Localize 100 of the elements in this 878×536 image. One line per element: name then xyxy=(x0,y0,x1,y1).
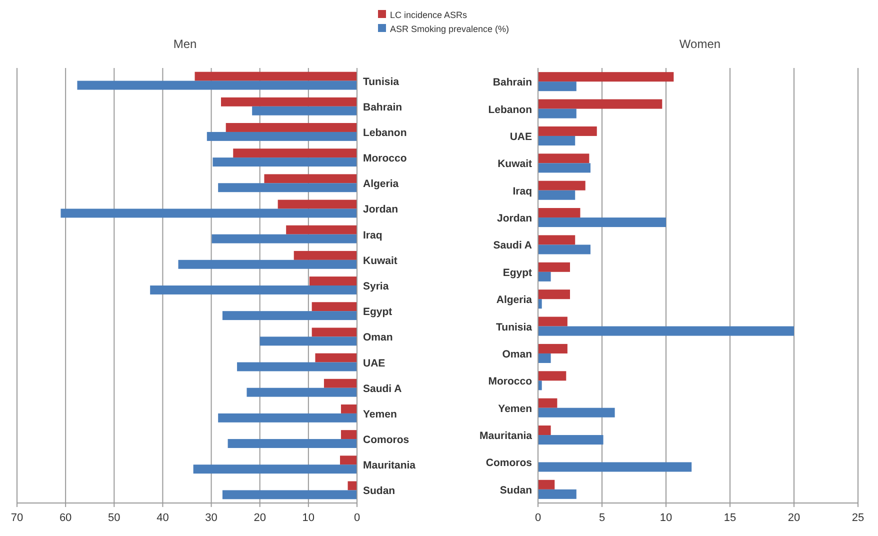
y-tick-label: Tunisia xyxy=(363,76,400,88)
bar xyxy=(226,123,357,132)
bar xyxy=(221,97,357,106)
y-tick-label: Yemen xyxy=(498,402,532,415)
bar xyxy=(538,299,542,309)
y-tick-label: Iraq xyxy=(512,185,532,198)
bar xyxy=(538,163,590,173)
bar xyxy=(538,190,576,200)
x-tick-label: 70 xyxy=(10,512,24,524)
bar xyxy=(538,380,542,390)
bar xyxy=(324,378,357,388)
bar xyxy=(340,404,357,414)
bar xyxy=(538,262,570,272)
y-tick-label: Mauritania xyxy=(363,460,416,472)
bar xyxy=(538,208,580,218)
y-tick-label: UAE xyxy=(363,357,386,370)
bar xyxy=(340,456,357,465)
bar xyxy=(252,106,357,116)
bar xyxy=(178,260,357,269)
y-tick-label: Lebanon xyxy=(488,104,532,116)
x-tick-label: 10 xyxy=(302,512,315,524)
bar xyxy=(538,489,576,499)
x-tick-label: 0 xyxy=(534,512,542,524)
bar xyxy=(538,99,662,109)
bar xyxy=(340,430,357,440)
bar xyxy=(538,136,576,146)
x-tick-label: 40 xyxy=(156,512,169,524)
y-tick-label: Jordan xyxy=(496,212,532,225)
bar xyxy=(286,225,357,234)
bar xyxy=(538,353,551,363)
y-tick-label: Egypt xyxy=(502,266,532,279)
bar xyxy=(222,311,357,320)
y-tick-label: Lebanon xyxy=(363,126,407,139)
bar xyxy=(315,353,357,362)
y-tick-label: Jordan xyxy=(363,204,398,216)
y-tick-label: Morocco xyxy=(488,376,532,388)
bar xyxy=(538,480,555,490)
bar xyxy=(538,344,568,354)
y-tick-label: Algeria xyxy=(496,294,532,306)
bar xyxy=(538,462,692,472)
bar xyxy=(538,435,604,445)
y-tick-label: Saudi A xyxy=(493,240,532,252)
bar xyxy=(264,174,357,184)
bar xyxy=(228,439,357,448)
bar xyxy=(218,183,357,192)
bar xyxy=(538,82,576,92)
bar xyxy=(312,302,357,312)
y-tick-label: Sudan xyxy=(500,484,532,496)
bar xyxy=(538,180,586,190)
x-tick-label: 10 xyxy=(660,512,672,524)
x-tick-label: 25 xyxy=(852,512,864,524)
y-tick-label: Yemen xyxy=(363,408,397,420)
y-tick-label: Algeria xyxy=(363,178,399,190)
bar xyxy=(538,126,597,136)
bar xyxy=(294,250,357,260)
bar xyxy=(538,408,615,418)
bar xyxy=(237,362,357,372)
bar xyxy=(206,132,357,141)
x-tick-label: 5 xyxy=(598,512,606,524)
bar xyxy=(193,464,357,474)
bar xyxy=(538,244,590,254)
bar xyxy=(538,72,674,82)
y-tick-label: Kuwait xyxy=(498,158,532,170)
chart-title: Women xyxy=(679,37,721,51)
bar xyxy=(538,371,566,381)
bar xyxy=(538,272,551,282)
bar xyxy=(260,336,357,346)
y-tick-label: Kuwait xyxy=(363,254,398,267)
y-tick-label: Egypt xyxy=(363,306,393,318)
x-tick-label: 20 xyxy=(254,512,266,524)
y-tick-label: Syria xyxy=(363,280,389,292)
y-tick-label: Bahrain xyxy=(492,76,532,89)
legend-label: ASR Smoking prevalence (%) xyxy=(390,24,510,34)
y-tick-label: UAE xyxy=(510,130,532,143)
x-tick-label: 15 xyxy=(724,512,736,524)
bar xyxy=(246,388,357,397)
y-tick-label: Bahrain xyxy=(363,101,402,114)
bar xyxy=(538,235,576,245)
x-tick-label: 20 xyxy=(788,512,800,524)
y-tick-label: Iraq xyxy=(363,229,382,242)
x-tick-label: 60 xyxy=(59,512,72,524)
chart-title: Men xyxy=(173,37,197,51)
bar xyxy=(538,108,576,118)
bar xyxy=(150,286,357,294)
bar xyxy=(60,208,357,218)
bar xyxy=(212,158,357,167)
bar xyxy=(538,398,558,408)
bar xyxy=(312,328,357,337)
bar xyxy=(233,148,357,158)
y-tick-label: Oman xyxy=(502,348,532,360)
y-tick-label: Sudan xyxy=(363,485,396,498)
bar xyxy=(538,218,666,228)
bar xyxy=(212,234,357,244)
x-tick-label: 50 xyxy=(108,512,120,524)
y-tick-label: Comoros xyxy=(486,457,532,470)
bar xyxy=(222,490,357,500)
x-tick-label: 0 xyxy=(354,512,360,524)
bar xyxy=(278,200,357,209)
y-tick-label: Saudi A xyxy=(363,382,402,395)
y-tick-label: Morocco xyxy=(363,152,407,165)
